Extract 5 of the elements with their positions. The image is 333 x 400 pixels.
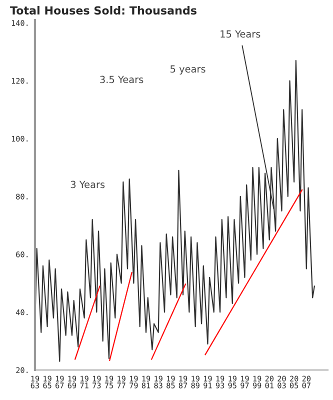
annotation: 5 years bbox=[170, 65, 206, 75]
annotation: 3 Years bbox=[70, 180, 105, 188]
annotation: 3.5 Years bbox=[100, 76, 144, 84]
chart-title: Total Houses Sold: Thousands bbox=[10, 6, 196, 15]
annotation: 15 Years bbox=[220, 30, 260, 38]
